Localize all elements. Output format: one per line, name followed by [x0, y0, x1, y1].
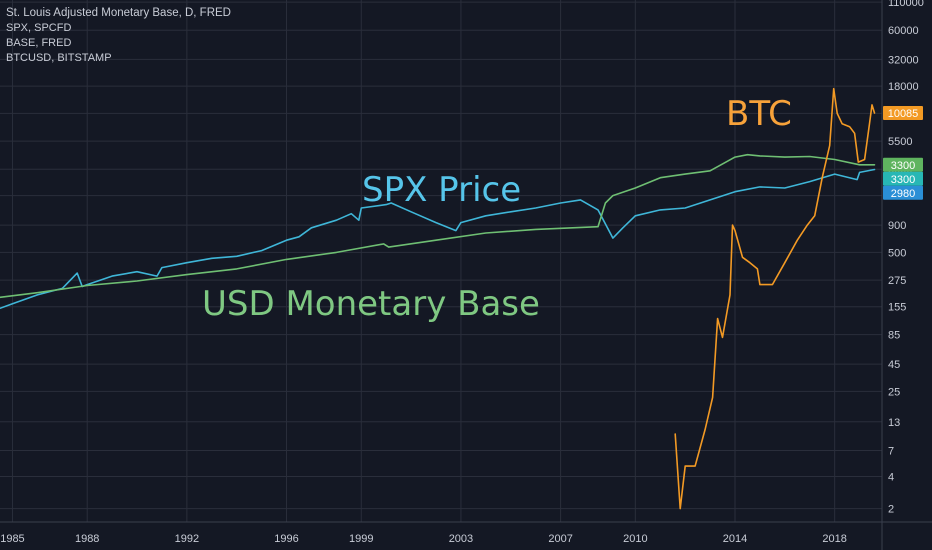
x-tick-label: 2010	[623, 533, 647, 545]
y-tick-label: 25	[888, 386, 900, 398]
value-badge-label: 10085	[888, 108, 919, 120]
series-line-base	[0, 153, 876, 299]
x-ticks: 1985 1988 1992 1996 1999 2003 2007 2010 2014 2018	[0, 533, 847, 545]
y-tick-label: 85	[888, 330, 900, 342]
value-badge	[883, 157, 923, 172]
x-tick-label: 2014	[723, 533, 747, 545]
x-tick-label: 1992	[175, 533, 199, 545]
y-tick-label: 155	[888, 302, 906, 314]
x-tick-label: 1985	[0, 533, 24, 545]
value-badge	[883, 185, 923, 200]
y-tick-label: 18000	[888, 81, 919, 93]
y-tick-label: 110000	[888, 0, 924, 9]
legend-item[interactable]: SPX, SPCFD	[6, 22, 72, 34]
value-badge-label: 2980	[891, 188, 915, 200]
series	[0, 87, 876, 510]
value-badge-label: 3300	[891, 174, 915, 186]
annotation-btc: BTC	[726, 94, 792, 134]
y-tick-label: 2	[888, 504, 894, 516]
legend-item[interactable]: St. Louis Adjusted Monetary Base, D, FRE…	[6, 7, 231, 19]
x-tick-label: 1999	[349, 533, 373, 545]
y-tick-label: 900	[888, 220, 906, 232]
annotation-base: USD Monetary Base	[202, 284, 540, 324]
y-tick-label: 13	[888, 417, 900, 429]
x-tick-label: 2018	[822, 533, 846, 545]
legend: St. Louis Adjusted Monetary Base, D, FRE…	[6, 6, 231, 66]
x-tick-label: 1996	[274, 533, 298, 545]
y-tick-label: 32000	[888, 54, 919, 66]
y-tick-label: 60000	[888, 25, 919, 37]
value-badge	[883, 105, 923, 120]
x-tick-label: 2007	[548, 533, 572, 545]
x-tick-label: 1988	[75, 533, 99, 545]
series-line-btcusd	[674, 87, 876, 510]
annotation-spx: SPX Price	[362, 170, 522, 210]
value-badge	[883, 171, 923, 186]
series-line-spx	[0, 168, 876, 310]
x-tick-label: 2003	[449, 533, 473, 545]
y-tick-label: 7	[888, 446, 894, 458]
y-tick-label: 500	[888, 247, 906, 259]
value-badge-label: 3300	[891, 160, 915, 172]
y-tick-label: 45	[888, 359, 900, 371]
legend-item[interactable]: BASE, FRED	[6, 37, 72, 49]
y-tick-label: 275	[888, 275, 906, 287]
legend-item[interactable]: BTCUSD, BITSTAMP	[6, 52, 112, 64]
y-tick-label: 5500	[888, 136, 912, 148]
y-tick-label: 4	[888, 471, 894, 483]
value-badges: 10085 3300 3300 2980	[883, 105, 923, 200]
